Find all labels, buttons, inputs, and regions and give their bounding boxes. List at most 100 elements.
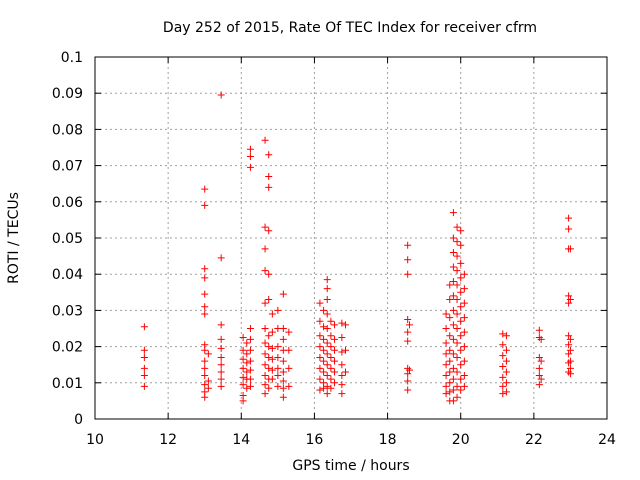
data-point-marker xyxy=(274,364,282,372)
data-point-marker xyxy=(404,328,412,336)
data-point-marker xyxy=(239,355,247,363)
data-point-marker xyxy=(457,274,465,282)
data-point-marker xyxy=(537,357,545,365)
data-point-marker xyxy=(261,267,269,275)
data-point-marker xyxy=(265,296,273,304)
data-point-marker xyxy=(327,317,335,325)
data-point-marker xyxy=(449,397,457,405)
data-point-marker xyxy=(261,350,269,358)
data-point-marker xyxy=(243,384,251,392)
data-point-marker xyxy=(279,357,287,365)
x-tick-label: 10 xyxy=(86,432,104,448)
data-point-marker xyxy=(140,353,148,361)
y-tick-label: 0.09 xyxy=(52,86,83,102)
data-point-marker xyxy=(279,290,287,298)
data-point-marker xyxy=(217,254,225,262)
data-point-marker xyxy=(535,326,543,334)
data-point-marker xyxy=(323,276,331,284)
data-point-marker xyxy=(453,238,461,246)
data-point-marker xyxy=(446,281,454,289)
data-point-marker xyxy=(442,361,450,369)
data-point-marker xyxy=(217,368,225,376)
data-point-marker xyxy=(265,364,273,372)
data-point-marker xyxy=(449,321,457,329)
data-point-marker xyxy=(201,381,209,389)
data-point-marker xyxy=(265,151,273,159)
data-point-marker xyxy=(239,381,247,389)
data-point-marker xyxy=(243,350,251,358)
data-point-marker xyxy=(261,245,269,253)
data-point-marker xyxy=(201,346,209,354)
data-point-marker xyxy=(320,346,328,354)
data-point-marker xyxy=(323,350,331,358)
data-point-marker xyxy=(201,290,209,298)
data-point-marker xyxy=(268,344,276,352)
data-point-marker xyxy=(460,372,468,380)
data-point-marker xyxy=(499,373,507,381)
data-point-marker xyxy=(331,379,339,387)
data-point-marker xyxy=(217,321,225,329)
data-point-marker xyxy=(316,386,324,394)
data-point-marker xyxy=(565,214,573,222)
data-point-marker xyxy=(268,310,276,318)
data-point-marker xyxy=(320,357,328,365)
data-point-marker xyxy=(453,281,461,289)
data-point-marker xyxy=(274,343,282,351)
data-point-marker xyxy=(201,372,209,380)
data-point-marker xyxy=(499,390,507,398)
data-point-marker xyxy=(406,321,414,329)
data-point-marker xyxy=(338,361,346,369)
data-point-marker xyxy=(261,136,269,144)
data-point-marker xyxy=(537,375,545,383)
data-point-marker xyxy=(274,306,282,314)
data-point-marker xyxy=(502,346,510,354)
data-point-marker xyxy=(449,306,457,314)
data-point-marker xyxy=(323,361,331,369)
data-point-marker xyxy=(457,317,465,325)
data-points xyxy=(140,91,574,405)
data-point-marker xyxy=(442,372,450,380)
data-point-marker xyxy=(342,346,350,354)
data-point-marker xyxy=(285,364,293,372)
data-point-marker xyxy=(404,377,412,385)
data-point-marker xyxy=(246,382,254,390)
data-point-marker xyxy=(457,241,465,249)
data-point-marker xyxy=(446,296,454,304)
data-point-marker xyxy=(265,332,273,340)
data-point-marker xyxy=(502,368,510,376)
data-point-marker xyxy=(565,292,573,300)
data-point-marker xyxy=(217,335,225,343)
data-point-marker xyxy=(323,382,331,390)
data-point-marker xyxy=(453,310,461,318)
data-point-marker xyxy=(457,332,465,340)
data-point-marker xyxy=(201,393,209,401)
data-point-marker xyxy=(449,375,457,383)
data-point-marker xyxy=(246,153,254,161)
data-point-marker xyxy=(279,368,287,376)
data-point-marker xyxy=(274,353,282,361)
data-point-marker xyxy=(404,256,412,264)
data-point-marker xyxy=(446,346,454,354)
data-point-marker xyxy=(442,339,450,347)
data-point-marker xyxy=(535,381,543,389)
data-point-marker xyxy=(453,368,461,376)
data-point-marker xyxy=(201,201,209,209)
data-point-marker xyxy=(565,368,573,376)
data-point-marker xyxy=(217,382,225,390)
data-point-marker xyxy=(268,366,276,374)
data-point-marker xyxy=(246,163,254,171)
data-point-marker xyxy=(566,346,574,354)
data-point-marker xyxy=(499,341,507,349)
data-point-marker xyxy=(316,317,324,325)
data-point-marker xyxy=(320,323,328,331)
data-point-marker xyxy=(457,361,465,369)
data-point-marker xyxy=(261,390,269,398)
data-point-marker xyxy=(265,353,273,361)
y-tick-label: 0.02 xyxy=(52,340,83,356)
data-point-marker xyxy=(201,310,209,318)
data-point-marker xyxy=(449,292,457,300)
data-point-marker xyxy=(331,357,339,365)
data-point-marker xyxy=(239,346,247,354)
data-point-marker xyxy=(566,296,574,304)
data-point-marker xyxy=(204,350,212,358)
